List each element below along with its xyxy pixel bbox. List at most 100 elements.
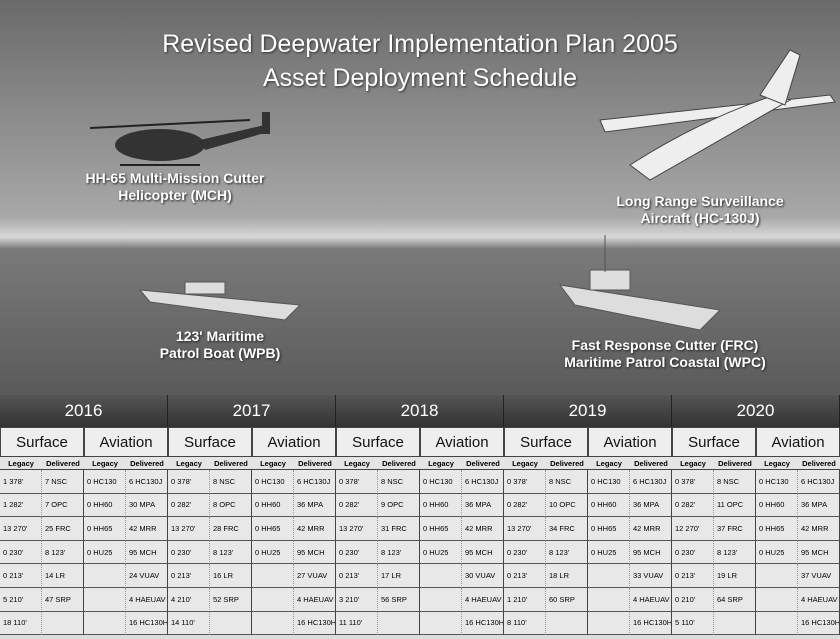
table-cell: 0 378'	[168, 470, 210, 494]
table-cell	[420, 612, 462, 636]
table-cell: 8 NSC	[210, 470, 252, 494]
table-cell	[588, 588, 630, 612]
asset-line: Fast Response Cutter (FRC)	[500, 337, 830, 354]
asset-line: Maritime Patrol Coastal (WPC)	[500, 354, 830, 371]
table-cell	[588, 564, 630, 588]
table-cell: 16 HC130H	[126, 612, 168, 636]
table-cell: 0 378'	[336, 470, 378, 494]
table-cell: 6 HC130J	[630, 470, 672, 494]
sub-header: Legacy	[756, 457, 798, 470]
table-cell: 8 123'	[378, 541, 420, 565]
table-cell: 5 210'	[0, 588, 42, 612]
table-cell	[420, 588, 462, 612]
table-cell: 42 MRR	[462, 517, 504, 541]
table-cell: 0 230'	[672, 541, 714, 565]
group-header: Aviation	[252, 427, 336, 457]
table-cell: 36 MPA	[630, 494, 672, 518]
table-cell: 95 MCH	[126, 541, 168, 565]
table-cell: 0 213'	[672, 564, 714, 588]
table-cell: 4 HAEUAV	[798, 588, 840, 612]
group-header: Aviation	[588, 427, 672, 457]
group-header: Surface	[336, 427, 420, 457]
table-cell	[714, 612, 756, 636]
table-cell	[84, 588, 126, 612]
table-cell	[756, 564, 798, 588]
table-cell: 6 HC130J	[294, 470, 336, 494]
table-cell: 37 FRC	[714, 517, 756, 541]
sub-header: Legacy	[672, 457, 714, 470]
table-cell: 4 HAEUAV	[462, 588, 504, 612]
year-header: 2018	[336, 395, 504, 427]
table-cell: 0 230'	[0, 541, 42, 565]
table-cell	[252, 612, 294, 636]
table-cell: 5 110'	[672, 612, 714, 636]
table-cell: 0 213'	[168, 564, 210, 588]
table-cell: 1 210'	[504, 588, 546, 612]
table-cell: 37 VUAV	[798, 564, 840, 588]
table-cell: 0 HH65	[84, 517, 126, 541]
table-cell: 13 270'	[504, 517, 546, 541]
table-cell: 13 270'	[336, 517, 378, 541]
group-header: Surface	[672, 427, 756, 457]
subtitle: Asset Deployment Schedule	[0, 64, 840, 93]
table-cell: 11 OPC	[714, 494, 756, 518]
table-cell: 8 OPC	[210, 494, 252, 518]
table-cell: 16 HC130H	[462, 612, 504, 636]
table-cell: 8 NSC	[714, 470, 756, 494]
group-header: Surface	[0, 427, 84, 457]
table-cell: 0 HU25	[84, 541, 126, 565]
table-cell: 4 HAEUAV	[126, 588, 168, 612]
table-cell	[420, 564, 462, 588]
asset-line: HH-65 Multi-Mission Cutter	[40, 170, 310, 187]
table-cell: 0 378'	[672, 470, 714, 494]
table-cell: 0 HC130	[252, 470, 294, 494]
table-cell: 16 HC130H	[294, 612, 336, 636]
table-cell: 0 HC130	[420, 470, 462, 494]
table-cell: 0 230'	[168, 541, 210, 565]
table-cell: 0 HH65	[252, 517, 294, 541]
table-cell: 16 HC130H	[798, 612, 840, 636]
table-cell: 8 123'	[42, 541, 84, 565]
table-cell: 0 HU25	[588, 541, 630, 565]
table-cell: 4 210'	[168, 588, 210, 612]
sub-header: Delivered	[462, 457, 504, 470]
group-header: Aviation	[420, 427, 504, 457]
table-cell: 0 210'	[672, 588, 714, 612]
sub-header: Delivered	[126, 457, 168, 470]
asset-line: Aircraft (HC-130J)	[560, 210, 840, 227]
table-cell: 42 MRR	[294, 517, 336, 541]
table-cell: 7 NSC	[42, 470, 84, 494]
table-cell: 30 VUAV	[462, 564, 504, 588]
table-cell: 0 213'	[336, 564, 378, 588]
table-cell: 0 HC130	[84, 470, 126, 494]
table-cell: 33 VUAV	[630, 564, 672, 588]
table-cell	[252, 588, 294, 612]
table-cell: 30 MPA	[126, 494, 168, 518]
table-cell: 1 282'	[0, 494, 42, 518]
table-cell	[42, 612, 84, 636]
table-cell	[378, 612, 420, 636]
table-cell: 31 FRC	[378, 517, 420, 541]
asset-line: 123' Maritime	[110, 328, 330, 345]
table-cell: 0 HC130	[588, 470, 630, 494]
table-cell: 9 OPC	[378, 494, 420, 518]
asset-label: Fast Response Cutter (FRC)Maritime Patro…	[500, 337, 830, 371]
table-cell: 0 230'	[504, 541, 546, 565]
table-cell: 8 110'	[504, 612, 546, 636]
title: Revised Deepwater Implementation Plan 20…	[0, 30, 840, 59]
asset-label: Long Range SurveillanceAircraft (HC-130J…	[560, 193, 840, 227]
table-cell	[756, 612, 798, 636]
table-cell: 42 MRR	[798, 517, 840, 541]
table-cell: 0 HH60	[420, 494, 462, 518]
table-cell: 0 HH60	[84, 494, 126, 518]
table-cell: 0 HH65	[420, 517, 462, 541]
table-cell: 12 270'	[672, 517, 714, 541]
table-cell: 47 SRP	[42, 588, 84, 612]
table-cell: 8 NSC	[546, 470, 588, 494]
table-cell: 4 HAEUAV	[630, 588, 672, 612]
table-cell: 95 MCH	[294, 541, 336, 565]
asset-line: Helicopter (MCH)	[40, 187, 310, 204]
year-header: 2020	[672, 395, 840, 427]
table-cell: 36 MPA	[462, 494, 504, 518]
